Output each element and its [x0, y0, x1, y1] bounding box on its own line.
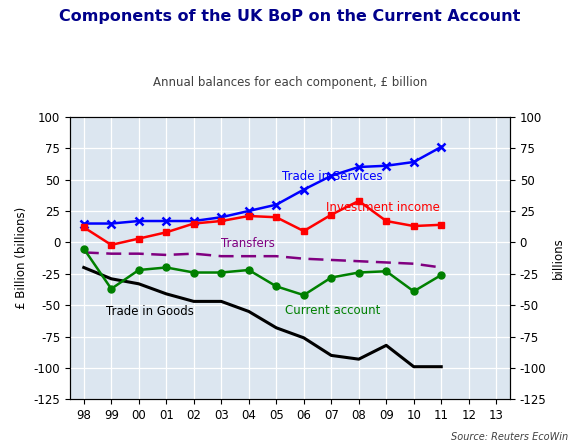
Text: Components of the UK BoP on the Current Account: Components of the UK BoP on the Current … [59, 9, 521, 24]
Title: Annual balances for each component, £ billion: Annual balances for each component, £ bi… [153, 76, 427, 89]
Text: Investment income: Investment income [326, 201, 440, 214]
Text: Trade in Goods: Trade in Goods [106, 305, 194, 318]
Text: Source: Reuters EcoWin: Source: Reuters EcoWin [451, 432, 568, 442]
Text: Trade in Services: Trade in Services [282, 169, 382, 182]
Text: Current account: Current account [285, 304, 380, 317]
Y-axis label: billions: billions [552, 237, 565, 279]
Text: Transfers: Transfers [221, 237, 275, 250]
Y-axis label: £ Billion (billions): £ Billion (billions) [15, 207, 28, 309]
